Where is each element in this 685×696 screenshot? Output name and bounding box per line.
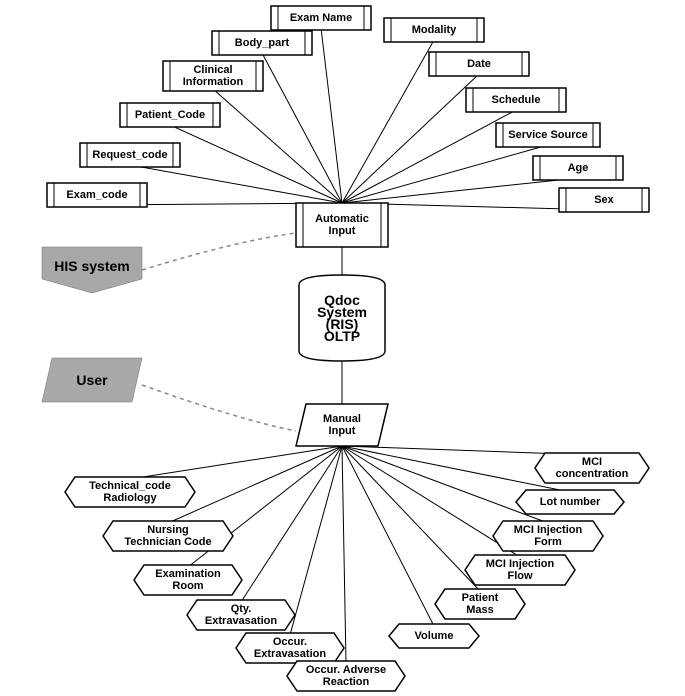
occur_adverse: Occur. AdverseReaction xyxy=(287,661,405,691)
auto: AutomaticInput xyxy=(296,203,388,247)
body_part: Body_part xyxy=(212,31,312,55)
age: Age xyxy=(533,156,623,180)
svg-text:OLTP: OLTP xyxy=(324,328,360,344)
svg-text:Automatic: Automatic xyxy=(315,213,369,225)
svg-text:Exam Name: Exam Name xyxy=(290,12,352,24)
lot_number: Lot number xyxy=(516,490,624,514)
his: HIS system xyxy=(42,247,142,293)
exam_code: Exam_code xyxy=(47,183,147,207)
mci_form: MCI InjectionForm xyxy=(493,521,603,551)
modality: Modality xyxy=(384,18,484,42)
svg-text:Modality: Modality xyxy=(412,24,457,36)
svg-text:Input: Input xyxy=(329,425,356,437)
svg-text:Schedule: Schedule xyxy=(492,94,541,106)
svg-text:Room: Room xyxy=(172,580,203,592)
svg-text:Exam_code: Exam_code xyxy=(66,189,127,201)
clinical_info: ClinicalInformation xyxy=(163,61,263,91)
svg-text:MCI: MCI xyxy=(582,456,602,468)
tech_code_rad: Technical_codeRadiology xyxy=(65,477,195,507)
svg-text:Request_code: Request_code xyxy=(92,149,167,161)
svg-text:Flow: Flow xyxy=(507,570,532,582)
patient_code: Patient_Code xyxy=(120,103,220,127)
svg-text:Reaction: Reaction xyxy=(323,676,370,688)
svg-text:Examination: Examination xyxy=(155,568,221,580)
svg-text:Patient: Patient xyxy=(462,592,499,604)
svg-text:Information: Information xyxy=(183,76,244,88)
svg-text:Manual: Manual xyxy=(323,413,361,425)
occur_extrav: Occur.Extravasation xyxy=(236,633,344,663)
svg-text:MCI Injection: MCI Injection xyxy=(514,524,583,536)
svg-text:Technical_code: Technical_code xyxy=(89,480,171,492)
exam_name: Exam Name xyxy=(271,6,371,30)
svg-text:Technician Code: Technician Code xyxy=(124,536,211,548)
svg-text:Qty.: Qty. xyxy=(231,603,252,615)
svg-text:Service Source: Service Source xyxy=(508,129,588,141)
svg-text:Nursing: Nursing xyxy=(147,524,189,536)
svg-text:Age: Age xyxy=(568,162,589,174)
schedule: Schedule xyxy=(466,88,566,112)
center: QdocSystem(RIS)OLTP xyxy=(299,275,385,361)
svg-text:Form: Form xyxy=(534,536,562,548)
service_source: Service Source xyxy=(496,123,600,147)
svg-text:Occur.: Occur. xyxy=(273,636,307,648)
mci_conc: MCIconcentration xyxy=(535,453,649,483)
svg-text:Extravasation: Extravasation xyxy=(254,648,326,660)
mci_flow: MCI InjectionFlow xyxy=(465,555,575,585)
user: User xyxy=(42,358,142,402)
svg-text:Mass: Mass xyxy=(466,604,494,616)
svg-text:Input: Input xyxy=(329,225,356,237)
svg-text:concentration: concentration xyxy=(556,468,629,480)
svg-text:Radiology: Radiology xyxy=(103,492,157,504)
date: Date xyxy=(429,52,529,76)
svg-text:Clinical: Clinical xyxy=(193,64,232,76)
svg-text:Lot number: Lot number xyxy=(540,496,601,508)
manual: ManualInput xyxy=(296,404,388,446)
svg-text:Body_part: Body_part xyxy=(235,37,290,49)
svg-text:Volume: Volume xyxy=(415,630,454,642)
svg-text:MCI Injection: MCI Injection xyxy=(486,558,555,570)
svg-text:Patient_Code: Patient_Code xyxy=(135,109,205,121)
exam_room: ExaminationRoom xyxy=(134,565,242,595)
svg-text:HIS system: HIS system xyxy=(54,258,129,274)
svg-text:Date: Date xyxy=(467,58,491,70)
volume: Volume xyxy=(389,624,479,648)
svg-text:User: User xyxy=(76,372,108,388)
nursing_tech_code: NursingTechnician Code xyxy=(103,521,233,551)
qty_extrav: Qty.Extravasation xyxy=(187,600,295,630)
patient_mass: PatientMass xyxy=(435,589,525,619)
svg-text:Occur. Adverse: Occur. Adverse xyxy=(306,664,386,676)
sex: Sex xyxy=(559,188,649,212)
nodes-layer: HIS systemUserAutomaticInputQdocSystem(R… xyxy=(42,6,649,691)
svg-text:Extravasation: Extravasation xyxy=(205,615,277,627)
request_code: Request_code xyxy=(80,143,180,167)
svg-text:Sex: Sex xyxy=(594,194,614,206)
